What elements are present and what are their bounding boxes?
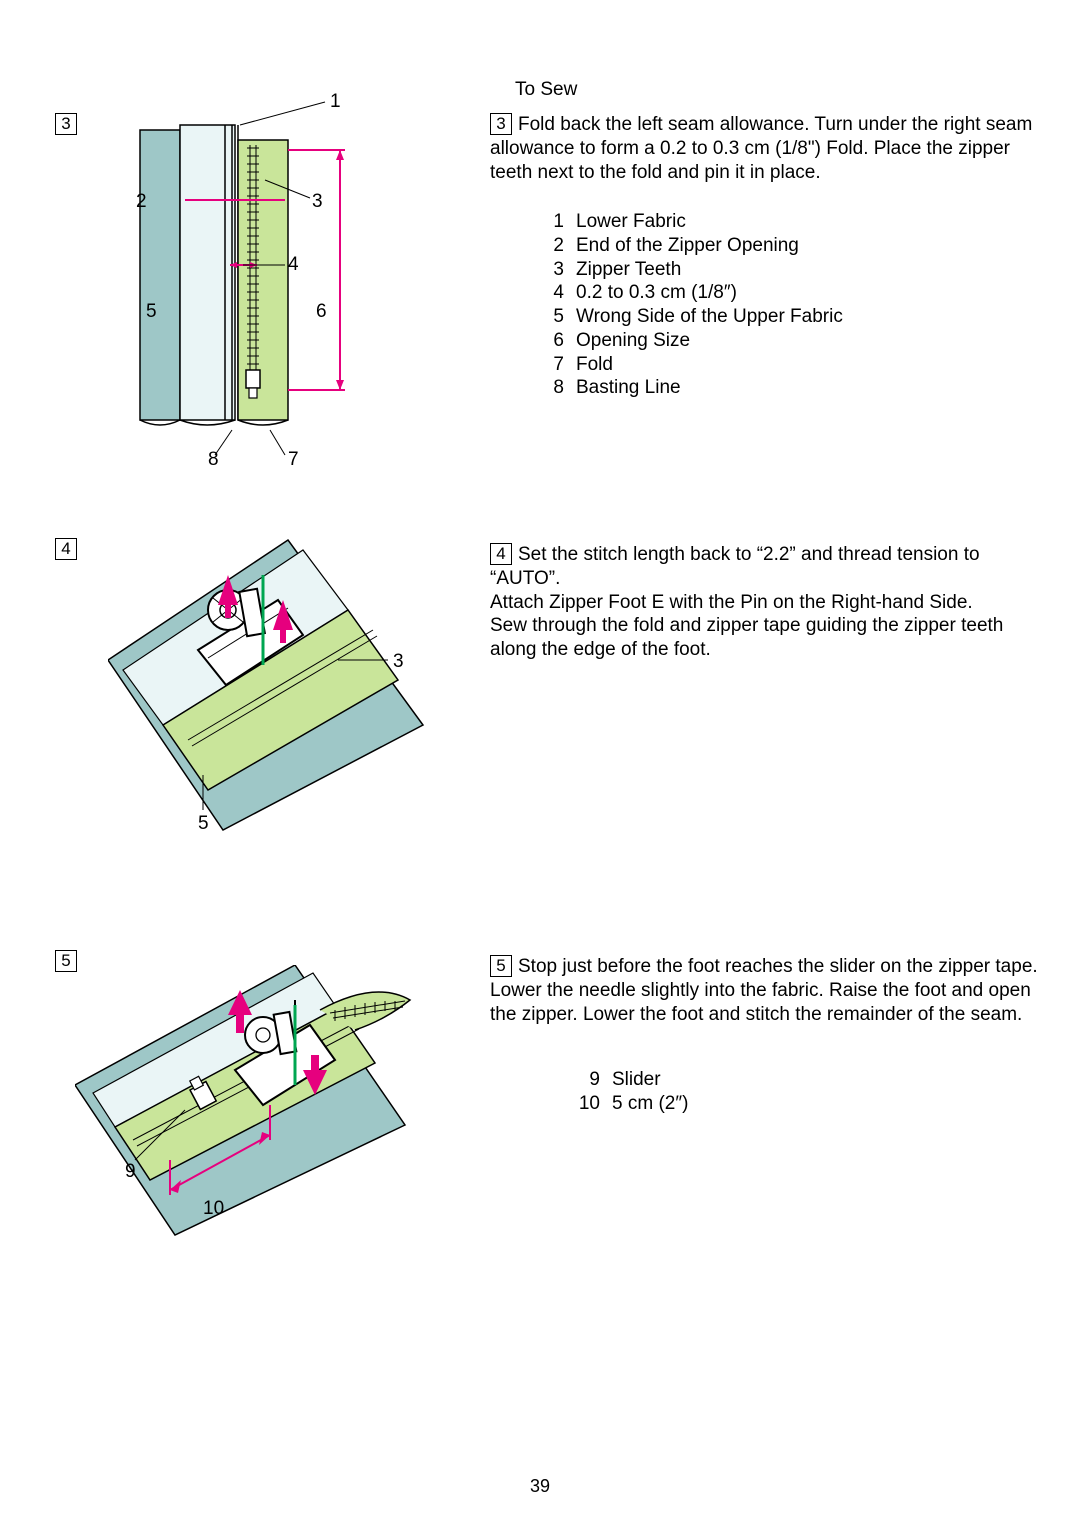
legend-row: 2 End of the Zipper Opening bbox=[540, 234, 1000, 258]
legend-num: 9 bbox=[570, 1068, 600, 1092]
legend-text: End of the Zipper Opening bbox=[576, 234, 1000, 258]
legend-text: 0.2 to 0.3 cm (1/8″) bbox=[576, 281, 1000, 305]
d4-callout-3: 3 bbox=[393, 650, 404, 674]
step-5-box-left: 5 bbox=[55, 950, 77, 972]
diagram-4: 3 5 bbox=[108, 530, 428, 850]
legend-text: Lower Fabric bbox=[576, 210, 1000, 234]
legend-num: 3 bbox=[540, 258, 564, 282]
legend-num: 2 bbox=[540, 234, 564, 258]
legend-text: 5 cm (2″) bbox=[612, 1092, 970, 1116]
d3-callout-4: 4 bbox=[288, 253, 299, 277]
legend-row: 1 Lower Fabric bbox=[540, 210, 1000, 234]
legend-row: 10 5 cm (2″) bbox=[570, 1092, 970, 1116]
header-title: To Sew bbox=[515, 78, 577, 102]
legend-num: 8 bbox=[540, 376, 564, 400]
legend-row: 9 Slider bbox=[570, 1068, 970, 1092]
legend-row: 5 Wrong Side of the Upper Fabric bbox=[540, 305, 1000, 329]
diagram-5-svg bbox=[75, 965, 425, 1265]
legend-row: 7 Fold bbox=[540, 353, 1000, 377]
legend-row: 3 Zipper Teeth bbox=[540, 258, 1000, 282]
step-4-box-right: 4 bbox=[490, 543, 512, 565]
legend-num: 1 bbox=[540, 210, 564, 234]
diagram-3-svg bbox=[130, 90, 390, 460]
page: 3 bbox=[0, 0, 1080, 1527]
diagram-3: 1 2 3 4 5 6 7 8 bbox=[130, 90, 390, 460]
step-5-text: Stop just before the foot reaches the sl… bbox=[490, 956, 1038, 1025]
d5-callout-9: 9 bbox=[125, 1160, 136, 1184]
d3-callout-8: 8 bbox=[208, 448, 219, 472]
step-4-box-left: 4 bbox=[55, 538, 77, 560]
d3-callout-5: 5 bbox=[146, 300, 157, 324]
d3-callout-7: 7 bbox=[288, 448, 299, 472]
d5-callout-10: 10 bbox=[203, 1197, 224, 1221]
d3-callout-6: 6 bbox=[316, 300, 327, 324]
legend-num: 4 bbox=[540, 281, 564, 305]
step-3-text: Fold back the left seam allowance. Turn … bbox=[490, 114, 1032, 183]
step-3-legend: 1 Lower Fabric 2 End of the Zipper Opening… bbox=[540, 210, 1000, 400]
step-3-text-block: 3Fold back the left seam allowance. Turn… bbox=[490, 113, 1055, 184]
legend-text: Zipper Teeth bbox=[576, 258, 1000, 282]
legend-text: Slider bbox=[612, 1068, 970, 1092]
diagram-5: 9 10 bbox=[75, 965, 425, 1265]
legend-row: 8 Basting Line bbox=[540, 376, 1000, 400]
d3-callout-3: 3 bbox=[312, 190, 323, 214]
legend-text: Opening Size bbox=[576, 329, 1000, 353]
step-4-text-block: 4Set the stitch length back to “2.2” and… bbox=[490, 543, 1055, 662]
page-number: 39 bbox=[0, 1475, 1080, 1498]
d3-callout-1: 1 bbox=[330, 90, 341, 114]
legend-num: 5 bbox=[540, 305, 564, 329]
step-5-text-block: 5Stop just before the foot reaches the s… bbox=[490, 955, 1055, 1026]
step-5-legend: 9 Slider 10 5 cm (2″) bbox=[570, 1068, 970, 1116]
legend-num: 7 bbox=[540, 353, 564, 377]
legend-text: Wrong Side of the Upper Fabric bbox=[576, 305, 1000, 329]
step-3-box-right: 3 bbox=[490, 113, 512, 135]
d4-callout-5: 5 bbox=[198, 812, 209, 836]
legend-row: 4 0.2 to 0.3 cm (1/8″) bbox=[540, 281, 1000, 305]
step-5-box-right: 5 bbox=[490, 955, 512, 977]
legend-num: 10 bbox=[570, 1092, 600, 1116]
step-4-text1: Set the stitch length back to “2.2” and … bbox=[490, 544, 980, 589]
legend-text: Fold bbox=[576, 353, 1000, 377]
diagram-4-svg bbox=[108, 530, 428, 850]
legend-row: 6 Opening Size bbox=[540, 329, 1000, 353]
step-4-text2: Attach Zipper Foot E with the Pin on the… bbox=[490, 591, 1055, 615]
d3-callout-2: 2 bbox=[136, 190, 147, 214]
legend-text: Basting Line bbox=[576, 376, 1000, 400]
step-3-box-left: 3 bbox=[55, 113, 77, 135]
step-4-text3: Sew through the fold and zipper tape gui… bbox=[490, 614, 1055, 662]
legend-num: 6 bbox=[540, 329, 564, 353]
